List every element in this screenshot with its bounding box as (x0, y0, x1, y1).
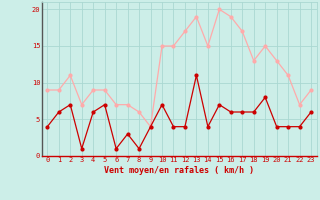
X-axis label: Vent moyen/en rafales ( km/h ): Vent moyen/en rafales ( km/h ) (104, 166, 254, 175)
